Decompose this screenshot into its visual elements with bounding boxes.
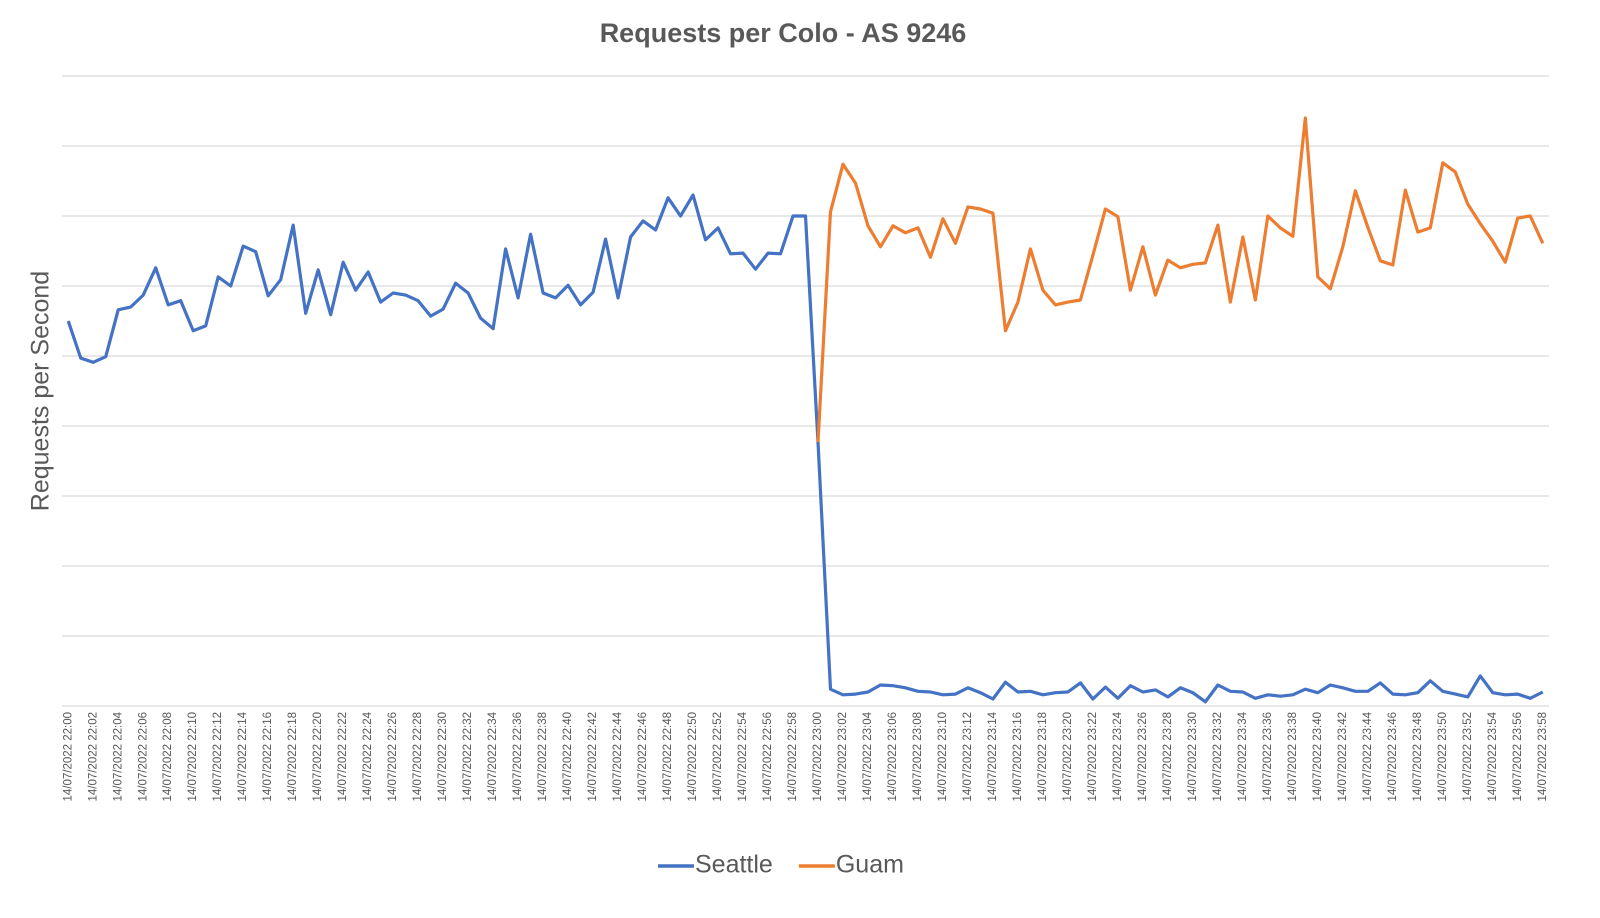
series-line xyxy=(816,116,1545,443)
x-tick-label: 14/07/2022 22:42 xyxy=(587,712,599,802)
x-tick-label: 14/07/2022 23:48 xyxy=(1412,712,1424,802)
x-tick-label: 14/07/2022 22:38 xyxy=(537,712,549,802)
x-tick-label: 14/07/2022 22:46 xyxy=(637,712,649,802)
x-tick-label: 14/07/2022 22:30 xyxy=(437,712,449,802)
x-tick-label: 14/07/2022 23:18 xyxy=(1037,712,1049,802)
x-tick-label: 14/07/2022 23:40 xyxy=(1312,712,1324,802)
x-tick-label: 14/07/2022 23:34 xyxy=(1237,711,1249,801)
series-line xyxy=(66,193,1544,704)
x-tick-label: 14/07/2022 23:52 xyxy=(1462,712,1474,802)
x-tick-label: 14/07/2022 22:40 xyxy=(562,712,574,802)
x-tick-label: 14/07/2022 22:44 xyxy=(612,711,624,801)
x-tick-label: 14/07/2022 23:06 xyxy=(887,712,899,802)
x-tick-label: 14/07/2022 22:28 xyxy=(412,712,424,802)
x-tick-label: 14/07/2022 23:10 xyxy=(937,712,949,802)
x-tick-label: 14/07/2022 23:20 xyxy=(1062,712,1074,802)
x-tick-label: 14/07/2022 23:16 xyxy=(1012,712,1024,802)
x-tick-label: 14/07/2022 23:30 xyxy=(1187,712,1199,802)
x-tick-label: 14/07/2022 22:12 xyxy=(212,712,224,802)
chart-title: Requests per Colo - AS 9246 xyxy=(600,18,967,48)
x-tick-label: 14/07/2022 22:14 xyxy=(237,711,249,801)
y-axis-title: Requests per Second xyxy=(27,271,55,511)
x-tick-label: 14/07/2022 23:12 xyxy=(962,712,974,802)
x-tick-label: 14/07/2022 22:02 xyxy=(87,712,99,802)
x-tick-label: 14/07/2022 23:24 xyxy=(1112,711,1124,801)
x-tick-label: 14/07/2022 22:54 xyxy=(737,711,749,801)
x-tick-label: 14/07/2022 22:08 xyxy=(162,712,174,802)
x-tick-label: 14/07/2022 22:52 xyxy=(712,712,724,802)
legend-label: Seattle xyxy=(695,851,773,879)
x-tick-label: 14/07/2022 23:26 xyxy=(1137,712,1149,802)
x-tick-label: 14/07/2022 23:36 xyxy=(1262,712,1274,802)
x-tick-label: 14/07/2022 22:48 xyxy=(662,712,674,802)
x-tick-label: 14/07/2022 22:24 xyxy=(362,711,374,801)
x-tick-label: 14/07/2022 22:50 xyxy=(687,712,699,802)
x-tick-label: 14/07/2022 23:32 xyxy=(1212,712,1224,802)
x-tick-label: 14/07/2022 22:32 xyxy=(462,712,474,802)
x-tick-label: 14/07/2022 22:34 xyxy=(487,711,499,801)
x-tick-label: 14/07/2022 23:38 xyxy=(1287,712,1299,802)
x-tick-label: 14/07/2022 23:02 xyxy=(837,712,849,802)
x-tick-label: 14/07/2022 23:04 xyxy=(862,711,874,801)
x-tick-label: 14/07/2022 23:44 xyxy=(1362,711,1374,801)
x-tick-label: 14/07/2022 23:46 xyxy=(1387,712,1399,802)
x-tick-label: 14/07/2022 22:10 xyxy=(187,712,199,802)
x-tick-label: 14/07/2022 22:58 xyxy=(787,712,799,802)
x-tick-label: 14/07/2022 22:56 xyxy=(762,712,774,802)
x-tick-label: 14/07/2022 22:04 xyxy=(112,711,124,801)
x-tick-label: 14/07/2022 22:36 xyxy=(512,712,524,802)
x-tick-label: 14/07/2022 23:08 xyxy=(912,712,924,802)
x-tick-label: 14/07/2022 23:50 xyxy=(1437,712,1449,802)
x-tick-label: 14/07/2022 22:00 xyxy=(62,712,74,802)
x-tick-label: 14/07/2022 22:06 xyxy=(137,712,149,802)
x-tick-label: 14/07/2022 23:56 xyxy=(1512,712,1524,802)
legend-label: Guam xyxy=(836,851,904,879)
x-tick-label: 14/07/2022 22:22 xyxy=(337,712,349,802)
x-tick-label: 14/07/2022 23:22 xyxy=(1087,712,1099,802)
x-tick-label: 14/07/2022 23:42 xyxy=(1337,712,1349,802)
x-tick-label: 14/07/2022 22:20 xyxy=(312,712,324,802)
x-tick-label: 14/07/2022 22:26 xyxy=(387,712,399,802)
x-tick-label: 14/07/2022 23:28 xyxy=(1162,712,1174,802)
x-tick-label: 14/07/2022 23:00 xyxy=(812,712,824,802)
x-tick-label: 14/07/2022 23:54 xyxy=(1487,711,1499,801)
x-tick-label: 14/07/2022 22:16 xyxy=(262,712,274,802)
x-tick-label: 14/07/2022 22:18 xyxy=(287,712,299,802)
x-tick-label: 14/07/2022 23:58 xyxy=(1537,712,1549,802)
x-tick-label: 14/07/2022 23:14 xyxy=(987,711,999,801)
